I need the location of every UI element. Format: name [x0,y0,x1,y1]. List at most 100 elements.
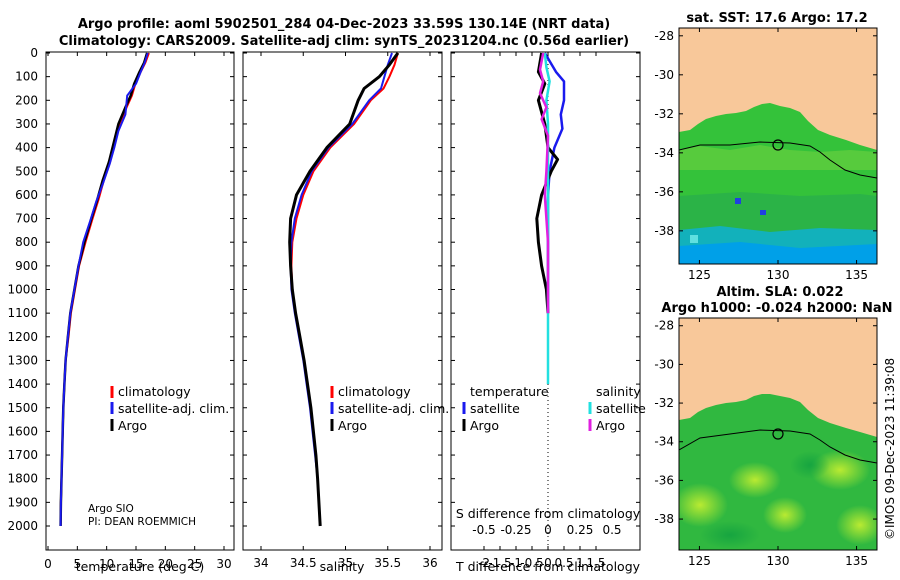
sla-map [679,318,877,550]
depth-tick-label: 1500 [7,401,38,415]
map-lat-tick-label: -36 [654,473,674,487]
s-difference-xlabel: S difference from climatology [456,506,641,521]
map-lon-tick-label: 125 [688,554,711,568]
temperature-tick-labels: 0 5 10 15 20 25 30 [44,52,232,571]
depth-tick-label: 900 [15,259,38,273]
t-difference-tick-label: 1.5 [586,556,605,570]
depth-tick-labels: 0 100 200 300 400 500 600 700 800 900 1000 1100 1200… [7,46,38,533]
depth-tick-label: 1900 [7,495,38,509]
s-difference-tick-label: -0.5 [472,523,495,537]
map-lat-tick-label: -28 [654,29,674,43]
t-difference-tick-label: -0.5 [520,556,543,570]
legend-label-t-satellite: satellite [470,401,520,416]
temperature-series-group [59,52,150,527]
map-lat-tick-label: -32 [654,107,674,121]
depth-tick-label: 1600 [7,424,38,438]
sla-map-title1: Altim. SLA: 0.022 [717,285,844,300]
legend-label-satellite-adj: satellite-adj. clim. [118,401,229,416]
sst-map-ticks: -28 -30 -32 -34 -36 -38 125 130 135 [654,28,877,282]
series-line-climatology [290,52,399,527]
s-difference-tick-labels: -0.5 -0.25 0 0.25 0.5 [472,523,621,537]
sst-map-title: sat. SST: 17.6 Argo: 17.2 [686,11,867,26]
legend-label-argo: Argo [338,418,367,433]
salinity-tick-label: 34.5 [290,556,317,570]
depth-tick-label: 1400 [7,377,38,391]
temperature-tick-label: 25 [187,557,202,571]
salinity-tick-label: 35.5 [374,556,401,570]
depth-tick-label: 300 [15,117,38,131]
salinity-panel [242,51,443,551]
legend-label-t-argo: Argo [470,418,499,433]
map-lon-tick-label: 135 [845,268,868,282]
sla-map-title2: Argo h1000: -0.024 h2000: NaN [661,301,892,316]
temperature-tick-label: 20 [158,557,173,571]
map-lat-tick-label: -36 [654,185,674,199]
map-lat-tick-label: -38 [654,512,674,526]
series-line-argo [288,52,400,527]
map-lat-tick-label: -34 [654,146,674,160]
salinity-series-group [288,52,400,527]
temperature-tick-label: 30 [216,557,231,571]
t-difference-tick-labels: -2-1.5-1-0.5 0 0.5 1 1.5 [478,52,606,570]
t-difference-tick-label: 1 [576,556,584,570]
t-difference-tick-label: 0 [544,556,552,570]
difference-series-group [535,52,566,385]
depth-tick-label: 700 [15,212,38,226]
temperature-tick-label: 10 [99,557,114,571]
salinity-tick-label: 36 [422,556,437,570]
legend-title-temperature: temperature [470,384,549,399]
depth-tick-label: 1000 [7,283,38,297]
map-lon-tick-label: 130 [767,268,790,282]
temperature-xlabel: temperature (deg C) [76,559,205,574]
legend-title-salinity: salinity [596,384,641,399]
salinity-xlabel: salinity [320,559,365,574]
depth-tick-label: 1800 [7,472,38,486]
s-difference-tick-label: 0.5 [602,523,621,537]
legend-label-satellite-adj: satellite-adj. clim. [338,401,449,416]
t-difference-tick-label: -1 [510,556,522,570]
series-line-satellite-adj-clim- [289,52,393,527]
legend-label-s-satellite: satellite [596,401,646,416]
map-lat-tick-label: -32 [654,396,674,410]
t-difference-tick-label: -2 [478,556,490,570]
depth-tick-label: 1700 [7,448,38,462]
credit-line1: Argo SIO [88,503,134,515]
map-lat-tick-label: -30 [654,68,674,82]
legend-label-s-argo: Argo [596,418,625,433]
series-line-argo [59,52,149,527]
map-lon-tick-label: 135 [845,554,868,568]
sla-map-ticks: -28 -30 -32 -34 -36 -38 125 130 135 [654,318,877,568]
depth-tick-label: 100 [15,70,38,84]
temperature-tick-label: 0 [44,557,52,571]
legend-label-argo: Argo [118,418,147,433]
depth-tick-label: 0 [30,46,38,60]
depth-tick-label: 600 [15,188,38,202]
temperature-tick-label: 15 [128,557,143,571]
legend-label-climatology: climatology [338,384,411,399]
depth-tick-label: 1300 [7,353,38,367]
timestamp-label: ©IMOS 09-Dec-2023 11:39:08 [883,358,897,540]
map-lat-tick-label: -34 [654,435,674,449]
salinity-tick-labels: 34 34.5 35 35.5 36 [253,52,438,570]
series-line-temperature-argo [535,52,560,314]
depth-tick-label: 400 [15,141,38,155]
figure-title-line2: Climatology: CARS2009. Satellite-adj cli… [59,34,629,49]
figure-title-line1: Argo profile: aoml 5902501_284 04-Dec-20… [78,17,610,32]
t-difference-tick-label: 0.5 [554,556,573,570]
depth-tick-label: 200 [15,93,38,107]
difference-legend: temperature satellite Argo salinity sate… [462,384,646,433]
legend-label-climatology: climatology [118,384,191,399]
credit-line2: PI: DEAN ROEMMICH [88,516,196,528]
depth-tick-label: 1200 [7,330,38,344]
sst-map [679,28,877,264]
series-line-salinity-argo [538,52,550,314]
panel-tick-marks [46,52,640,527]
map-lon-tick-label: 130 [767,554,790,568]
argo-location-marker [772,428,784,440]
difference-panel [450,51,641,551]
depth-tick-label: 1100 [7,306,38,320]
temperature-legend: climatology satellite-adj. clim. Argo [110,384,229,433]
map-lat-tick-label: -28 [654,319,674,333]
depth-tick-label: 800 [15,235,38,249]
